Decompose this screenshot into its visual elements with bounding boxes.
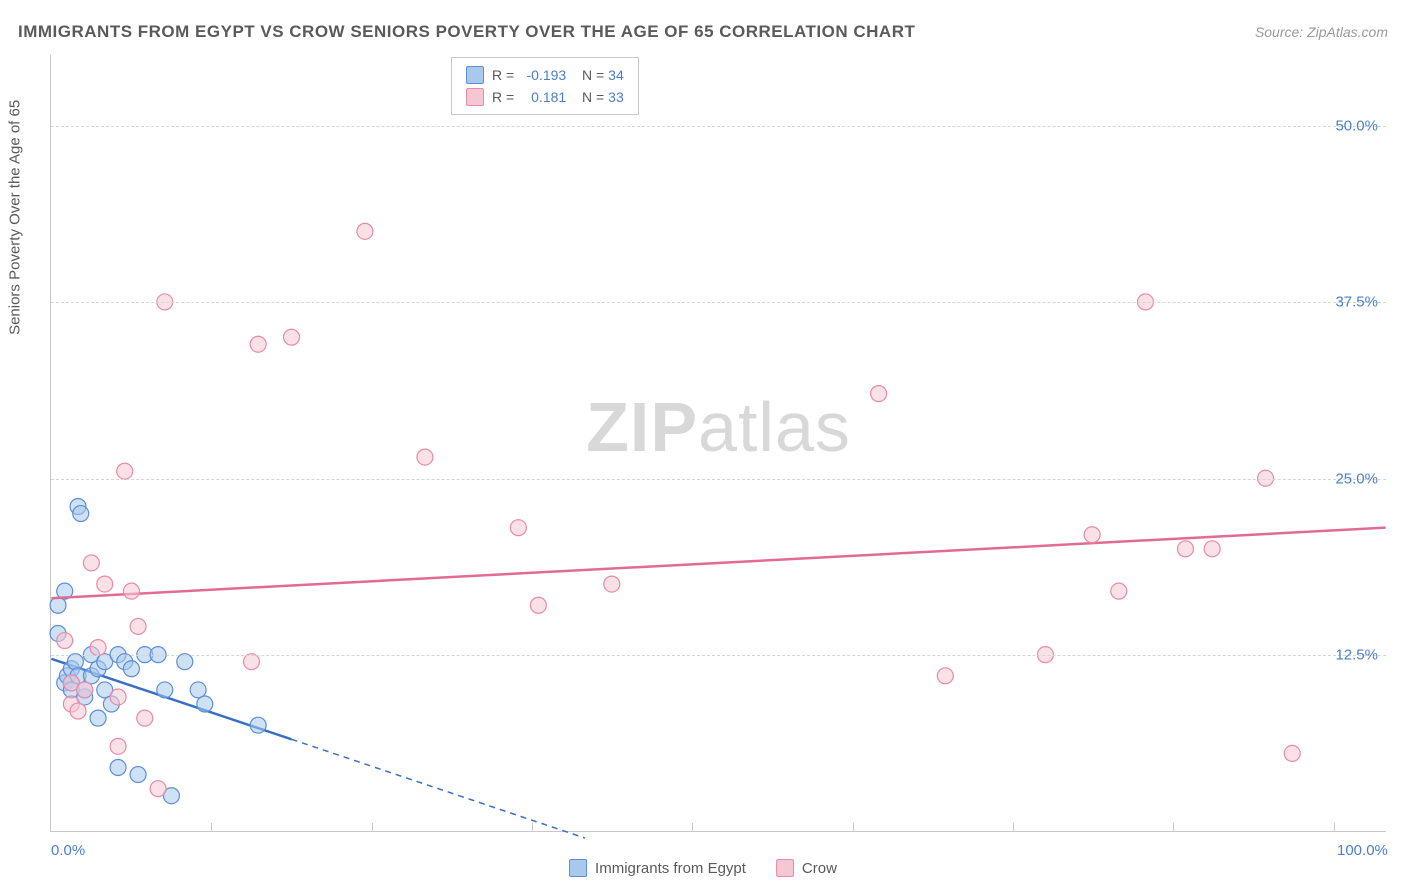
data-point-crow [57, 633, 73, 649]
x-minor-tick [211, 823, 212, 831]
data-point-crow [1178, 541, 1194, 557]
bottom-legend-item-crow: Crow [776, 859, 837, 877]
x-minor-tick [692, 823, 693, 831]
bottom-legend-item-egypt: Immigrants from Egypt [569, 859, 746, 877]
data-point-crow [250, 336, 266, 352]
data-point-crow [70, 703, 86, 719]
stats-legend-row-crow: R = 0.181 N = 33 [466, 86, 624, 108]
legend-swatch-egypt [466, 66, 484, 84]
data-point-egypt [73, 506, 89, 522]
regression-line-dash-egypt [292, 739, 586, 838]
data-point-crow [137, 710, 153, 726]
data-point-crow [123, 583, 139, 599]
legend-swatch-crow [466, 88, 484, 106]
data-point-crow [871, 386, 887, 402]
data-point-crow [1084, 527, 1100, 543]
x-minor-tick [1173, 823, 1174, 831]
source-label: Source: ZipAtlas.com [1255, 24, 1388, 40]
data-point-egypt [123, 661, 139, 677]
chart-title: IMMIGRANTS FROM EGYPT VS CROW SENIORS PO… [18, 22, 915, 42]
grid-line-h [51, 479, 1386, 480]
stats-legend-box: R = -0.193 N = 34R = 0.181 N = 33 [451, 57, 639, 115]
data-point-crow [284, 329, 300, 345]
data-point-crow [97, 576, 113, 592]
y-tick-label: 25.0% [1335, 470, 1378, 487]
data-point-crow [130, 618, 146, 634]
data-point-egypt [197, 696, 213, 712]
grid-line-h [51, 302, 1386, 303]
x-minor-tick [853, 823, 854, 831]
data-point-crow [530, 597, 546, 613]
x-minor-tick [372, 823, 373, 831]
stats-legend-row-egypt: R = -0.193 N = 34 [466, 64, 624, 86]
regression-line-crow [51, 528, 1385, 599]
data-point-crow [1204, 541, 1220, 557]
y-tick-label: 12.5% [1335, 647, 1378, 664]
legend-swatch-icon [776, 859, 794, 877]
x-minor-tick [532, 823, 533, 831]
y-tick-label: 50.0% [1335, 117, 1378, 134]
data-point-egypt [157, 682, 173, 698]
data-point-crow [83, 555, 99, 571]
x-tick-label: 0.0% [51, 842, 85, 859]
legend-swatch-icon [569, 859, 587, 877]
x-tick-label: 100.0% [1337, 842, 1388, 859]
data-point-crow [510, 520, 526, 536]
data-point-egypt [110, 760, 126, 776]
stats-legend-text: R = -0.193 N = 34 [492, 64, 624, 86]
data-point-crow [937, 668, 953, 684]
data-point-egypt [250, 717, 266, 733]
data-point-crow [1111, 583, 1127, 599]
plot-svg [51, 55, 1386, 831]
data-point-egypt [90, 710, 106, 726]
data-point-crow [77, 682, 93, 698]
data-point-crow [110, 689, 126, 705]
data-point-crow [1284, 745, 1300, 761]
data-point-crow [110, 738, 126, 754]
data-point-crow [117, 463, 133, 479]
bottom-legend: Immigrants from Egypt Crow [569, 859, 837, 877]
data-point-crow [357, 223, 373, 239]
y-axis-title: Seniors Poverty Over the Age of 65 [7, 99, 24, 334]
data-point-crow [90, 640, 106, 656]
grid-line-h [51, 655, 1386, 656]
x-minor-tick [1334, 823, 1335, 831]
y-tick-label: 37.5% [1335, 294, 1378, 311]
data-point-crow [417, 449, 433, 465]
x-minor-tick [1013, 823, 1014, 831]
data-point-crow [150, 781, 166, 797]
chart-container: Seniors Poverty Over the Age of 65 ZIPat… [50, 55, 1386, 832]
data-point-crow [604, 576, 620, 592]
plot-area: ZIPatlas R = -0.193 N = 34R = 0.181 N = … [50, 55, 1386, 832]
bottom-legend-label: Crow [802, 860, 837, 877]
grid-line-h [51, 126, 1386, 127]
bottom-legend-label: Immigrants from Egypt [595, 860, 746, 877]
stats-legend-text: R = 0.181 N = 33 [492, 86, 624, 108]
data-point-egypt [130, 767, 146, 783]
